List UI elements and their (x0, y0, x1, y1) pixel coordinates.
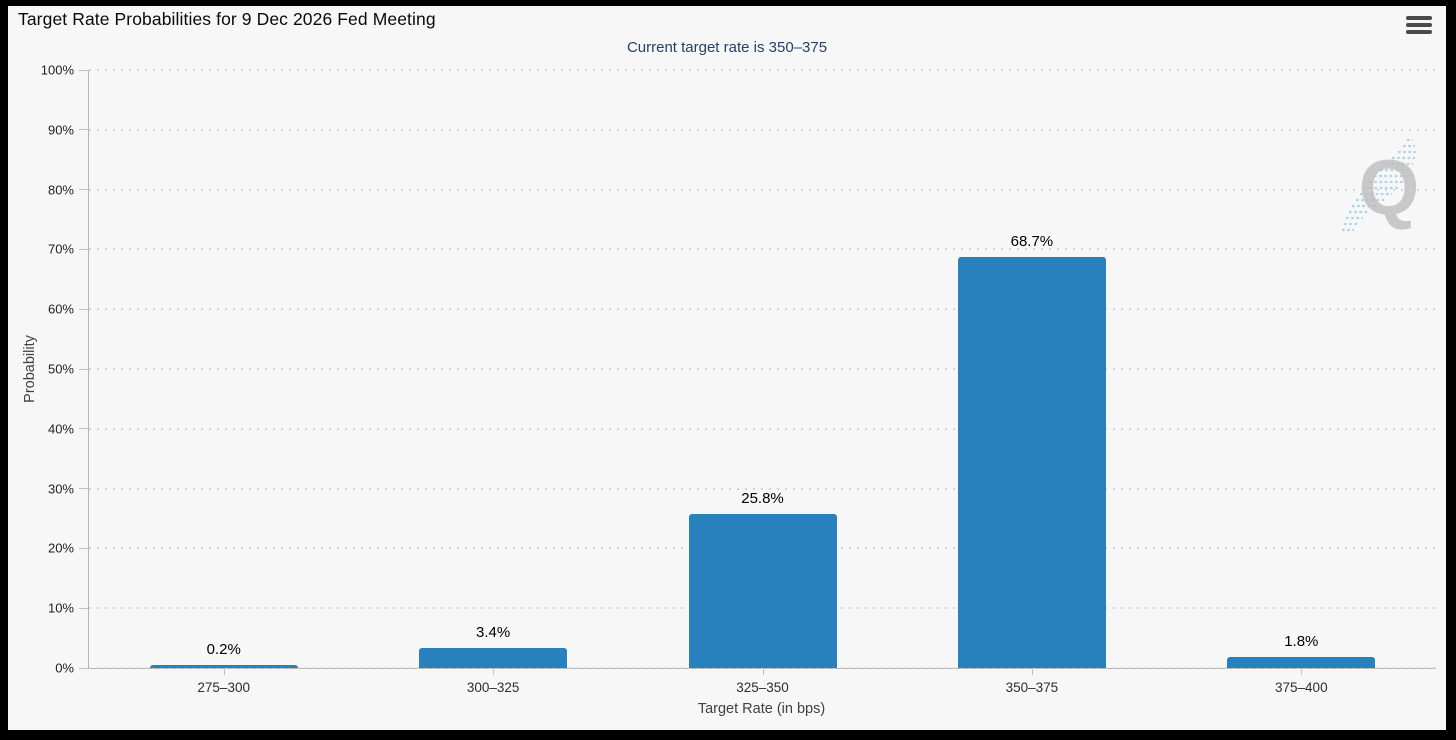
bar-value-label: 68.7% (1010, 233, 1054, 251)
x-tick-label: 350–375 (1005, 680, 1059, 695)
x-tick-label: 300–325 (466, 680, 520, 695)
bar-value-label: 0.2% (206, 641, 241, 658)
x-axis-tick (1301, 668, 1303, 675)
gridline (89, 487, 1436, 490)
y-axis-tick (79, 428, 88, 430)
y-tick-label: 30% (47, 481, 74, 497)
gridline (89, 69, 1436, 71)
chart-subtitle: Current target rate is 350–375 (626, 39, 828, 56)
watermark-q-logo: Q (1342, 138, 1420, 232)
gridline (89, 308, 1436, 311)
bar-value-label: 1.8% (1284, 633, 1319, 651)
y-axis-tick (79, 368, 88, 370)
y-tick-label: 60% (47, 301, 74, 317)
y-tick-label: 70% (47, 241, 74, 257)
y-axis-tick (79, 248, 88, 250)
x-tick-label: 275–300 (197, 680, 250, 695)
y-tick-label: 90% (47, 122, 74, 138)
chart-title: Target Rate Probabilities for 9 Dec 2026… (18, 9, 436, 29)
watermark-letter: Q (1359, 143, 1420, 231)
bar[interactable] (419, 647, 568, 668)
gridline (89, 368, 1436, 370)
y-axis-title: Probability (22, 335, 38, 403)
gridline (89, 128, 1436, 131)
x-axis-tick (223, 668, 225, 675)
bar[interactable] (1227, 657, 1376, 668)
y-tick-label: 40% (47, 421, 74, 437)
gridline (89, 427, 1436, 430)
bar[interactable] (688, 513, 837, 668)
y-axis-tick (79, 69, 88, 71)
y-axis-tick (79, 607, 88, 609)
y-axis-tick (79, 488, 88, 490)
hamburger-menu-button[interactable] (1406, 16, 1432, 37)
x-axis-title: Target Rate (in bps) (697, 701, 826, 717)
y-tick-label: 10% (47, 600, 74, 616)
bar-value-label: 25.8% (741, 489, 784, 507)
x-axis-tick (493, 668, 495, 675)
plot-area: Q 0% 10% 20% 30% 40% 50% 60% 70% 80% 90% 100% 0.2% 2… (41, 63, 1436, 695)
x-axis-tick (762, 668, 764, 675)
y-axis-tick (79, 189, 88, 191)
y-tick-label: 0% (55, 660, 74, 676)
x-tick-label: 375–400 (1275, 680, 1328, 695)
bar[interactable] (149, 665, 298, 668)
y-tick-label: 20% (47, 540, 74, 556)
x-axis-tick (1031, 668, 1033, 675)
y-axis-tick (79, 129, 88, 131)
y-axis-tick (79, 667, 88, 669)
hamburger-icon (1406, 23, 1432, 27)
hamburger-icon (1406, 16, 1432, 20)
y-axis-tick (79, 308, 88, 310)
gridline (89, 248, 1436, 251)
y-tick-label: 80% (47, 182, 74, 198)
y-tick-label: 50% (47, 361, 74, 377)
bar[interactable] (957, 257, 1106, 668)
y-axis-tick (79, 547, 88, 549)
hamburger-icon (1406, 30, 1432, 34)
y-tick-label: 100% (40, 62, 74, 78)
bar-value-label: 3.4% (475, 623, 511, 641)
x-tick-label: 325–350 (736, 680, 789, 695)
gridline (89, 188, 1436, 191)
